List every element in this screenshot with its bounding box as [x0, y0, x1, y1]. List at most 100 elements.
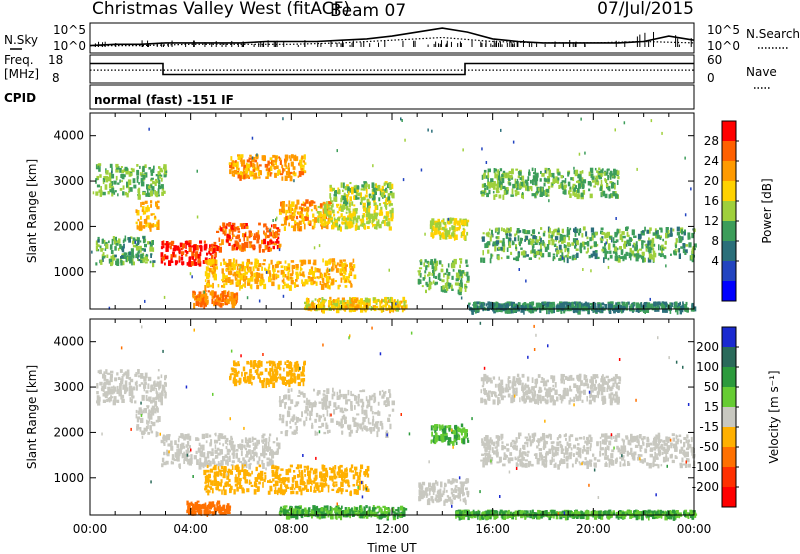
data-cell — [111, 173, 115, 179]
data-cell — [441, 232, 445, 238]
data-cell — [592, 301, 596, 306]
data-cell — [388, 414, 391, 417]
data-cell — [232, 445, 236, 450]
data-cell — [352, 216, 357, 221]
data-cell — [268, 436, 271, 442]
data-cell — [179, 463, 181, 469]
data-cell — [442, 285, 445, 290]
data-cell — [659, 304, 662, 307]
data-cell — [340, 424, 343, 428]
data-cell — [579, 228, 581, 233]
data-cell — [236, 449, 239, 452]
data-cell — [361, 196, 363, 203]
data-cell — [609, 181, 613, 184]
data-cell — [222, 222, 226, 229]
data-cell — [231, 293, 234, 298]
data-cell — [691, 303, 695, 309]
data-cell — [367, 213, 370, 219]
data-cell — [520, 247, 523, 250]
data-cell — [545, 305, 549, 309]
data-cell — [140, 417, 144, 423]
data-cell — [572, 190, 576, 196]
data-cell — [297, 175, 300, 178]
data-cell — [389, 393, 391, 396]
data-cell — [284, 274, 287, 278]
data-cell — [371, 192, 375, 195]
data-cell — [563, 184, 567, 188]
data-cell — [237, 226, 240, 230]
data-cell — [678, 306, 682, 310]
data-cell — [350, 405, 353, 411]
data-cell — [204, 271, 208, 277]
data-cell — [499, 240, 503, 243]
data-cell — [500, 257, 503, 260]
data-cell — [372, 426, 376, 432]
data-cell — [488, 303, 491, 309]
data-cell — [244, 447, 247, 451]
noise-cell — [134, 240, 137, 244]
data-cell — [313, 490, 317, 493]
data-cell — [182, 446, 186, 449]
data-cell — [353, 298, 357, 304]
data-cell — [466, 219, 470, 223]
data-cell — [274, 232, 277, 236]
data-cell — [547, 226, 550, 232]
data-cell — [431, 273, 434, 276]
data-cell — [103, 239, 106, 244]
data-cell — [494, 172, 497, 179]
data-cell — [336, 488, 341, 492]
velocity-data-layer — [96, 321, 698, 521]
data-cell — [150, 173, 154, 176]
data-cell — [254, 172, 257, 179]
data-cell — [232, 244, 235, 250]
data-cell — [434, 265, 438, 271]
data-cell — [327, 211, 329, 214]
data-cell — [629, 247, 632, 253]
data-cell — [403, 300, 406, 307]
data-cell — [174, 452, 178, 458]
data-cell — [287, 206, 291, 211]
data-cell — [333, 193, 337, 197]
data-cell — [105, 170, 109, 175]
data-cell — [259, 280, 263, 285]
data-cell — [253, 437, 257, 440]
data-cell — [189, 256, 192, 259]
data-cell — [579, 170, 582, 176]
data-cell — [363, 187, 366, 191]
data-cell — [308, 220, 312, 225]
data-cell — [282, 168, 284, 174]
data-cell — [155, 174, 158, 177]
data-cell — [167, 242, 172, 245]
data-cell — [298, 220, 302, 226]
data-cell — [360, 298, 363, 303]
data-cell — [284, 394, 287, 400]
data-cell — [598, 175, 601, 178]
data-cell — [285, 420, 288, 427]
data-cell — [319, 213, 323, 218]
data-cell — [142, 175, 146, 180]
data-cell — [356, 189, 359, 193]
data-cell — [136, 417, 140, 423]
data-cell — [280, 265, 284, 269]
data-cell — [146, 189, 149, 195]
data-cell — [176, 245, 180, 248]
data-cell — [280, 173, 284, 176]
data-cell — [242, 168, 245, 174]
data-cell — [263, 230, 265, 235]
data-cell — [345, 479, 349, 483]
data-cell — [272, 245, 275, 250]
data-cell — [357, 393, 360, 399]
data-cell — [366, 202, 370, 208]
data-cell — [198, 442, 201, 447]
data-cell — [371, 394, 375, 398]
data-cell — [367, 208, 371, 214]
data-cell — [385, 206, 388, 209]
data-cell — [230, 437, 233, 441]
data-cell — [178, 249, 181, 255]
data-cell — [120, 394, 123, 400]
data-cell — [345, 475, 348, 478]
data-cell — [114, 236, 117, 242]
data-cell — [253, 164, 256, 170]
data-cell — [528, 306, 531, 313]
data-cell — [480, 190, 483, 195]
